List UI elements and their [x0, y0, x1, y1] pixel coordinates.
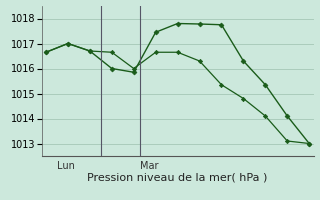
- Text: Lun: Lun: [57, 161, 75, 171]
- Text: Mar: Mar: [140, 161, 159, 171]
- X-axis label: Pression niveau de la mer( hPa ): Pression niveau de la mer( hPa ): [87, 173, 268, 183]
